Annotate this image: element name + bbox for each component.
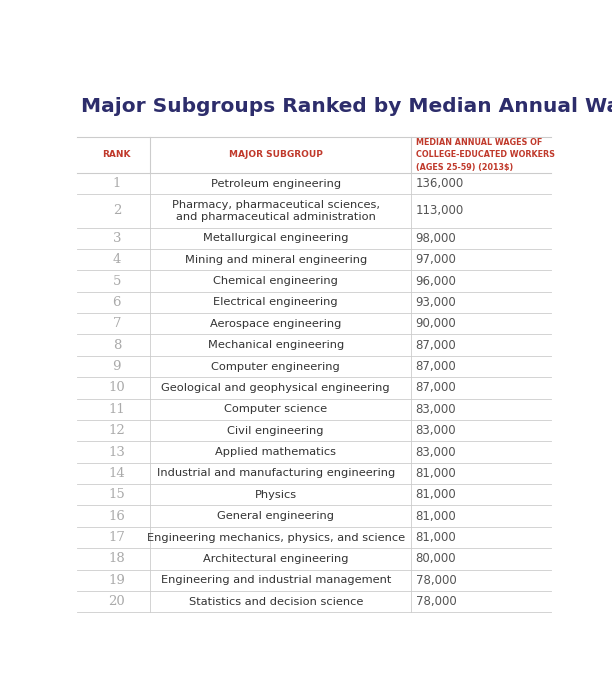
Text: Applied mathematics: Applied mathematics bbox=[215, 447, 336, 457]
Text: 17: 17 bbox=[108, 531, 125, 544]
Text: Physics: Physics bbox=[255, 490, 297, 500]
Text: 136,000: 136,000 bbox=[416, 177, 464, 190]
Text: Civil engineering: Civil engineering bbox=[228, 425, 324, 436]
Text: 5: 5 bbox=[113, 275, 121, 287]
Text: Metallurgical engineering: Metallurgical engineering bbox=[203, 233, 348, 244]
Text: Major Subgroups Ranked by Median Annual Wages: Major Subgroups Ranked by Median Annual … bbox=[81, 96, 612, 116]
Text: 16: 16 bbox=[108, 509, 125, 523]
Text: 20: 20 bbox=[108, 595, 125, 608]
Text: 81,000: 81,000 bbox=[416, 531, 457, 544]
Text: 87,000: 87,000 bbox=[416, 382, 457, 394]
Text: 14: 14 bbox=[108, 467, 125, 480]
Text: 87,000: 87,000 bbox=[416, 360, 457, 373]
Text: 78,000: 78,000 bbox=[416, 574, 457, 586]
Text: MEDIAN ANNUAL WAGES OF
COLLEGE-EDUCATED WORKERS
(AGES 25-59) (2013$): MEDIAN ANNUAL WAGES OF COLLEGE-EDUCATED … bbox=[416, 138, 554, 171]
Text: 12: 12 bbox=[108, 424, 125, 437]
Text: Engineering and industrial management: Engineering and industrial management bbox=[160, 575, 391, 585]
Text: 81,000: 81,000 bbox=[416, 489, 457, 501]
Text: 81,000: 81,000 bbox=[416, 509, 457, 523]
Text: 2: 2 bbox=[113, 205, 121, 217]
Text: 9: 9 bbox=[113, 360, 121, 373]
Text: Pharmacy, pharmaceutical sciences,
and pharmaceutical administration: Pharmacy, pharmaceutical sciences, and p… bbox=[172, 200, 379, 222]
Text: MAJOR SUBGROUP: MAJOR SUBGROUP bbox=[229, 151, 323, 160]
Text: Industrial and manufacturing engineering: Industrial and manufacturing engineering bbox=[157, 468, 395, 478]
Text: 93,000: 93,000 bbox=[416, 296, 457, 309]
Text: 83,000: 83,000 bbox=[416, 424, 457, 437]
Text: 98,000: 98,000 bbox=[416, 232, 457, 245]
Text: 80,000: 80,000 bbox=[416, 552, 457, 566]
Text: 96,000: 96,000 bbox=[416, 275, 457, 287]
Text: 83,000: 83,000 bbox=[416, 446, 457, 459]
Text: 18: 18 bbox=[108, 552, 125, 566]
Text: 4: 4 bbox=[113, 253, 121, 266]
Text: Computer engineering: Computer engineering bbox=[211, 362, 340, 371]
Text: Chemical engineering: Chemical engineering bbox=[213, 276, 338, 286]
Text: Aerospace engineering: Aerospace engineering bbox=[210, 319, 341, 329]
Text: 8: 8 bbox=[113, 339, 121, 352]
Text: 3: 3 bbox=[113, 232, 121, 245]
Text: Geological and geophysical engineering: Geological and geophysical engineering bbox=[162, 383, 390, 393]
Text: Architectural engineering: Architectural engineering bbox=[203, 554, 348, 564]
Text: 19: 19 bbox=[108, 574, 125, 586]
Text: 15: 15 bbox=[108, 489, 125, 501]
Text: General engineering: General engineering bbox=[217, 511, 334, 521]
Text: 97,000: 97,000 bbox=[416, 253, 457, 266]
Text: Computer science: Computer science bbox=[224, 404, 327, 414]
Text: Mechanical engineering: Mechanical engineering bbox=[207, 340, 344, 350]
Text: 7: 7 bbox=[113, 317, 121, 330]
Text: Mining and mineral engineering: Mining and mineral engineering bbox=[185, 255, 367, 264]
Text: 6: 6 bbox=[113, 296, 121, 309]
Text: 83,000: 83,000 bbox=[416, 403, 457, 416]
Text: 10: 10 bbox=[108, 382, 125, 394]
Text: 87,000: 87,000 bbox=[416, 339, 457, 352]
Text: 78,000: 78,000 bbox=[416, 595, 457, 608]
Text: RANK: RANK bbox=[103, 151, 131, 160]
Text: 90,000: 90,000 bbox=[416, 317, 457, 330]
Text: 13: 13 bbox=[108, 446, 125, 459]
Text: 113,000: 113,000 bbox=[416, 205, 464, 217]
Text: 1: 1 bbox=[113, 177, 121, 190]
Text: Electrical engineering: Electrical engineering bbox=[214, 297, 338, 307]
Text: 11: 11 bbox=[108, 403, 125, 416]
Text: 81,000: 81,000 bbox=[416, 467, 457, 480]
Text: Statistics and decision science: Statistics and decision science bbox=[188, 597, 363, 607]
Text: Petroleum engineering: Petroleum engineering bbox=[211, 179, 341, 189]
Text: Engineering mechanics, physics, and science: Engineering mechanics, physics, and scie… bbox=[147, 532, 405, 543]
